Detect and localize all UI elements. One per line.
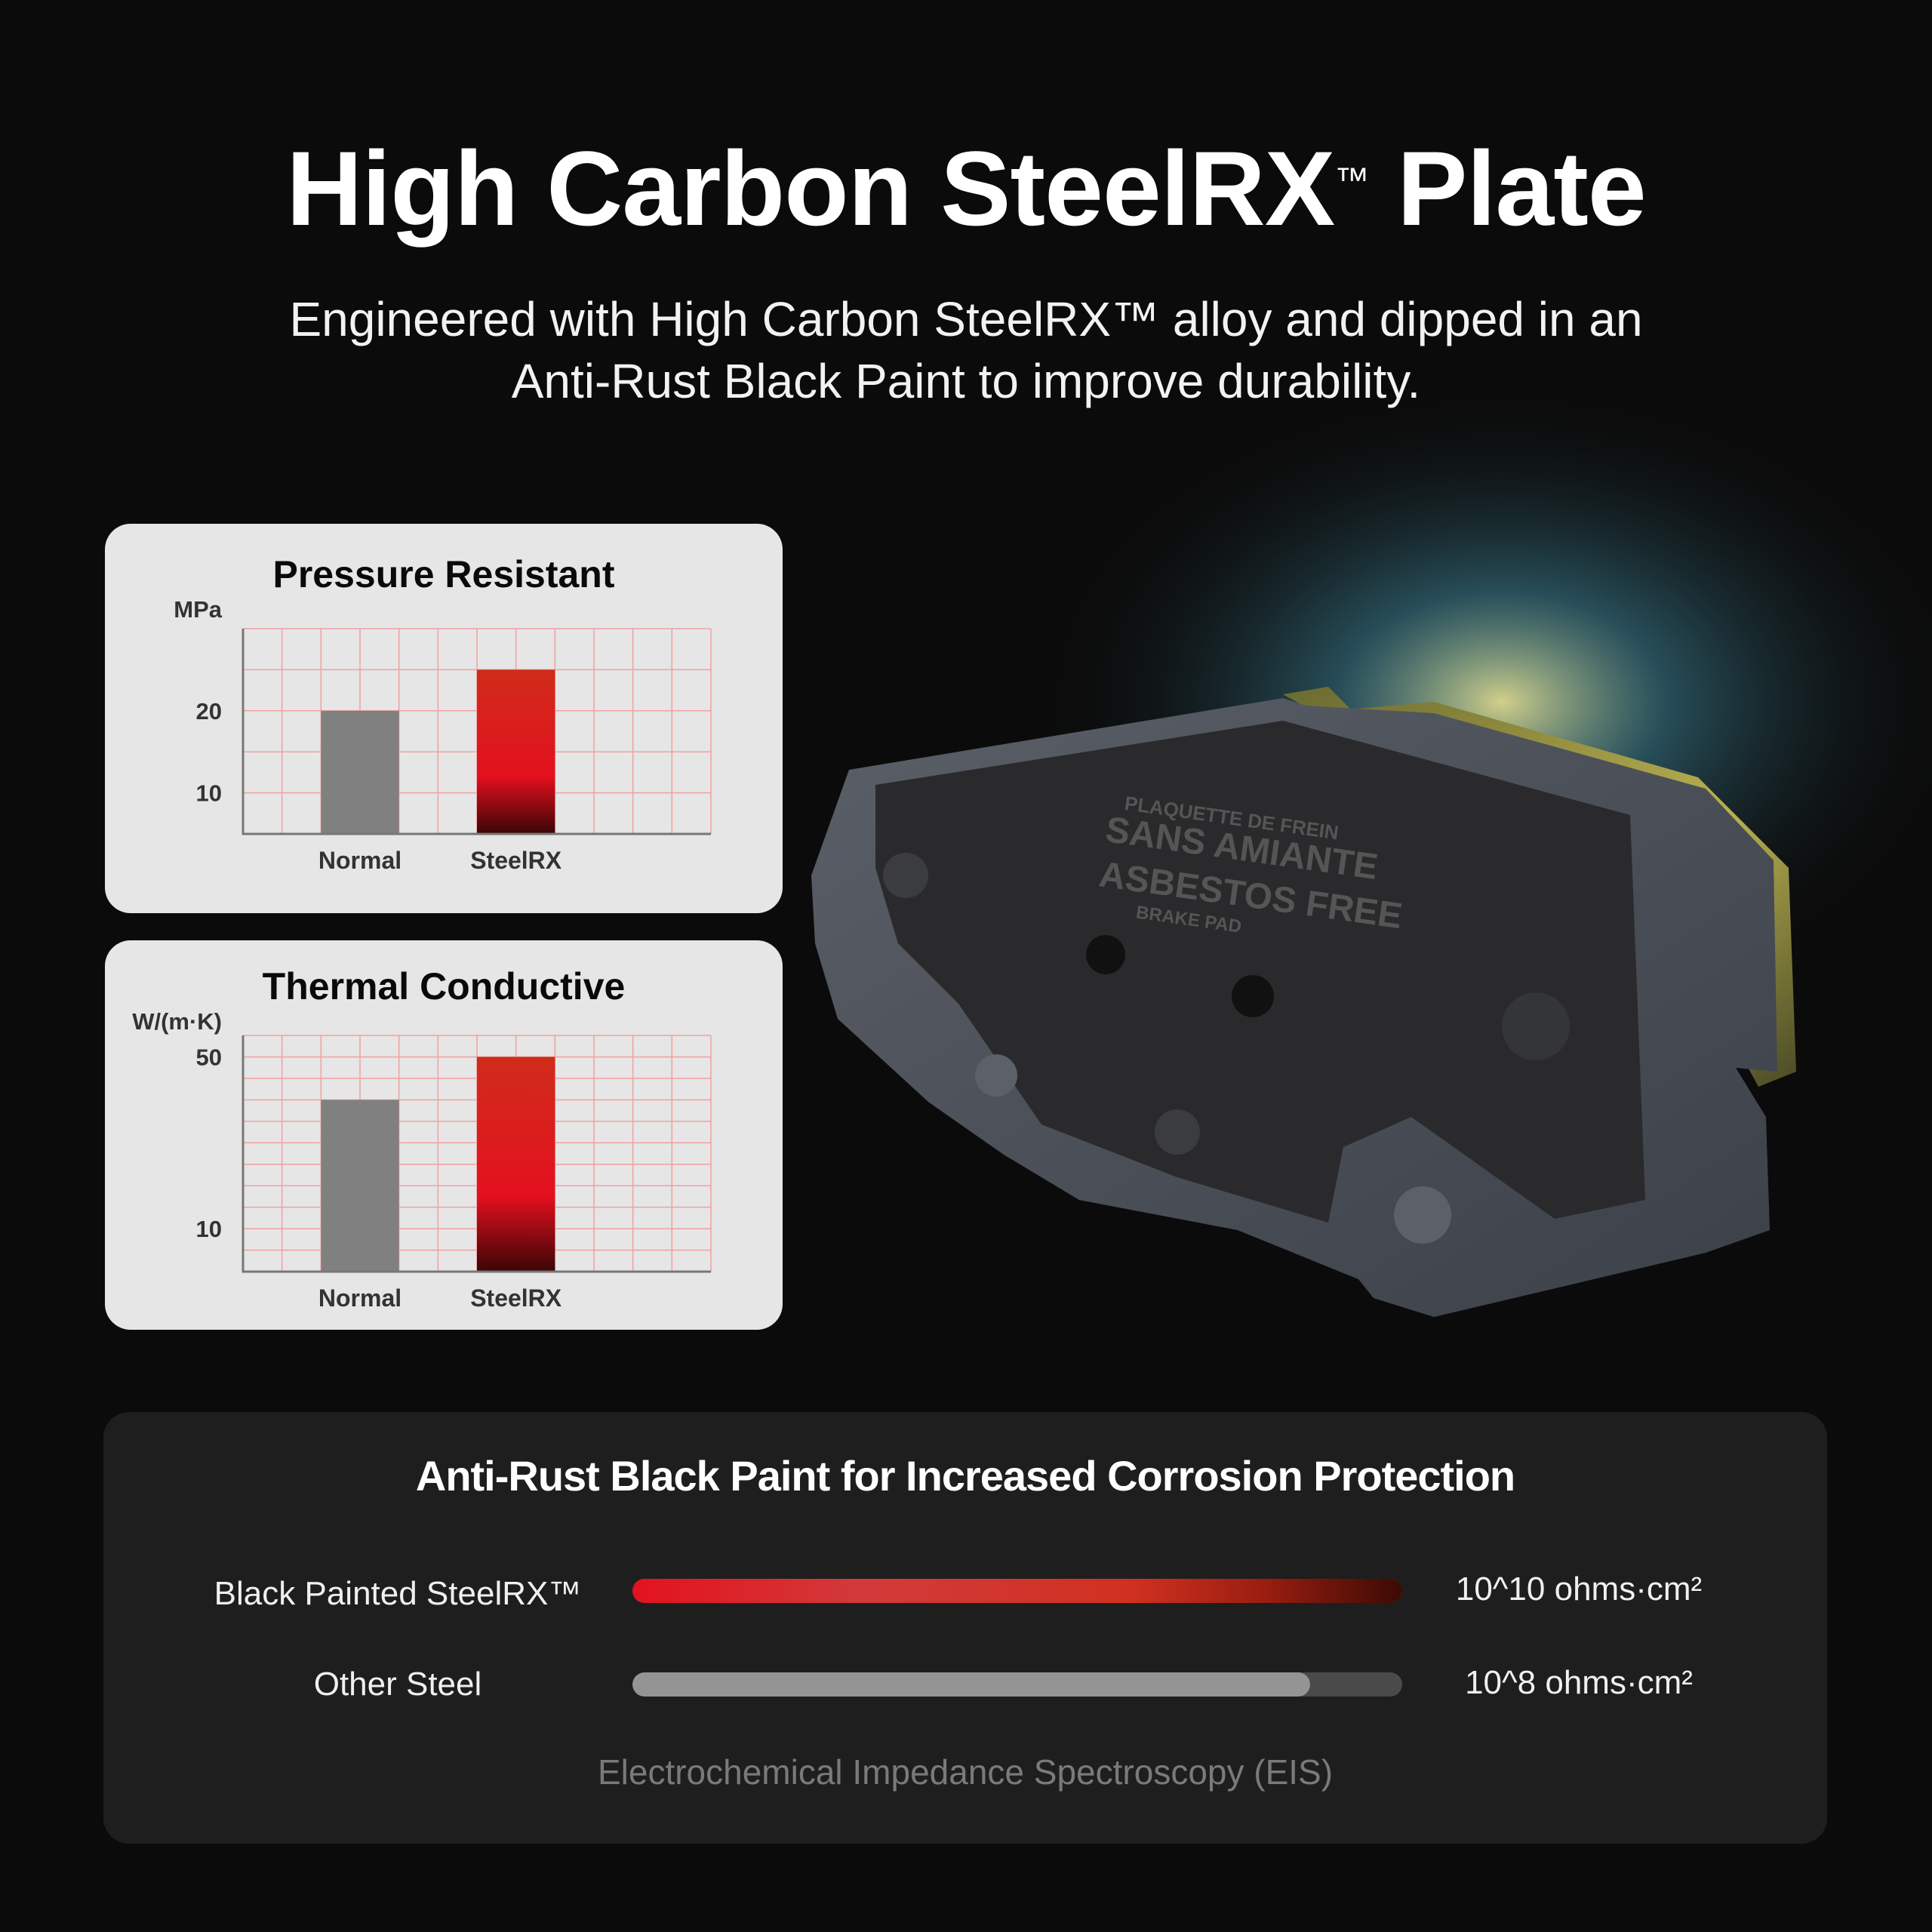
corrosion-panel: Anti-Rust Black Paint for Increased Corr… [103, 1412, 1827, 1844]
y-tick-label: 10 [196, 1216, 222, 1242]
y-axis-unit: W/(m·K) [132, 1008, 222, 1035]
axis-line [242, 629, 711, 835]
title-text-end: Plate [1368, 129, 1647, 248]
subtitle-line-1: Engineered with High Carbon SteelRX™ all… [289, 292, 1643, 346]
bar-normal [321, 710, 399, 834]
trademark-mark: ™ [1334, 160, 1369, 199]
footer-note: Electrochemical Impedance Spectroscopy (… [597, 1752, 1334, 1792]
bar-steelrx [477, 669, 555, 834]
pressure-chart-card: Pressure Resistant Normal SteelRX 10 20 MPa [105, 524, 783, 913]
panel-title: Anti-Rust Black Paint for Increased Corr… [415, 1452, 1515, 1500]
steelrx-impedance-bar [632, 1579, 1402, 1603]
x-tick-label: SteelRX [470, 847, 562, 874]
row-value-other: 10^8 ohms·cm² [1465, 1664, 1693, 1701]
x-tick-label: Normal [318, 847, 401, 874]
axis-line [242, 1035, 711, 1273]
y-tick-label: 20 [196, 698, 222, 724]
thermal-chart-card: Thermal Conductive Normal SteelRX 10 50 W/(m… [105, 940, 783, 1330]
row-label-steelrx: Black Painted SteelRX™ [214, 1575, 582, 1612]
thermal-chart: Normal SteelRX 10 50 W/(m·K) [132, 1008, 712, 1312]
subtitle-line-2: Anti-Rust Black Paint to improve durabil… [511, 354, 1421, 408]
pressure-chart: Normal SteelRX 10 20 MPa [174, 596, 712, 874]
bar-fill [632, 1672, 1310, 1697]
bar-fill [632, 1579, 1402, 1603]
bar-steelrx [477, 1057, 555, 1272]
y-axis-unit: MPa [174, 596, 223, 623]
chart-title: Pressure Resistant [272, 553, 615, 595]
x-tick-label: SteelRX [470, 1284, 562, 1312]
other-steel-impedance-bar [632, 1672, 1402, 1697]
x-tick-label: Normal [318, 1284, 401, 1312]
title-text: High Carbon SteelRX [286, 129, 1335, 248]
row-value-steelrx: 10^10 ohms·cm² [1455, 1571, 1703, 1607]
bar-normal [321, 1100, 399, 1272]
page-title: High Carbon SteelRX™ Plate [0, 128, 1932, 249]
chart-title: Thermal Conductive [262, 965, 626, 1008]
y-tick-label: 10 [196, 780, 222, 807]
row-label-other: Other Steel [313, 1666, 482, 1703]
y-tick-label: 50 [196, 1044, 222, 1070]
